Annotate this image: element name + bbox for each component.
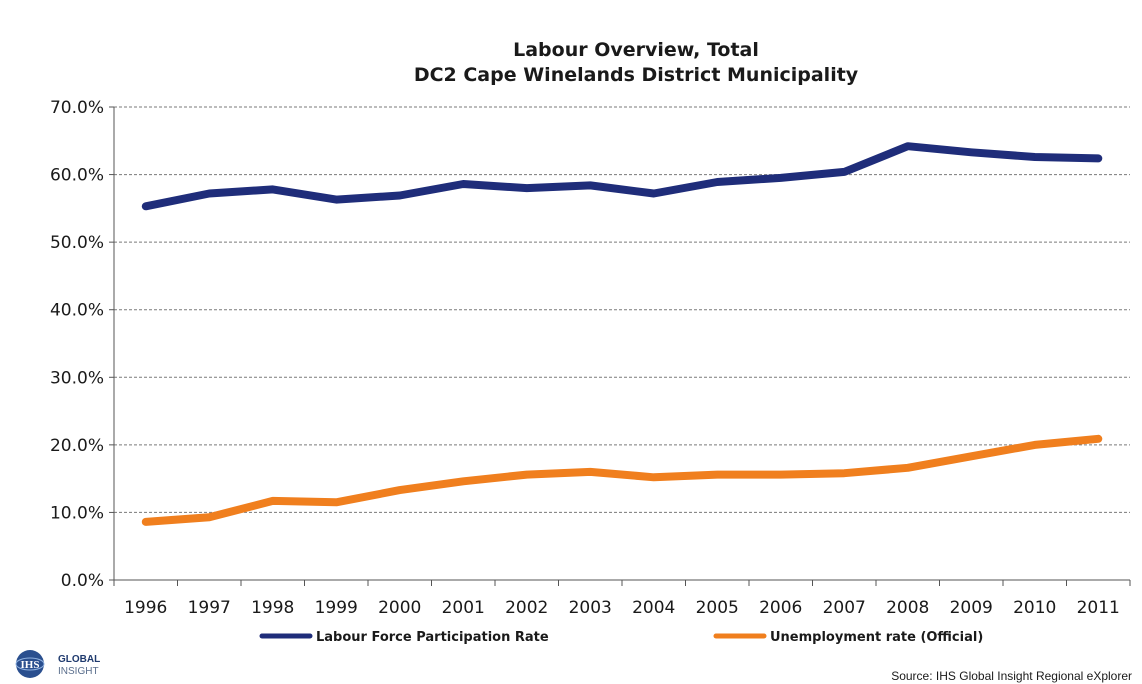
x-tick-label: 1998 [251, 598, 294, 618]
x-tick-label: 2002 [505, 598, 548, 618]
ihs-global-insight-logo: IHS GLOBAL INSIGHT [15, 650, 100, 678]
data-point [716, 474, 718, 476]
data-point [970, 455, 972, 457]
x-tick-label: 2008 [886, 598, 929, 618]
legend-entry-1: Unemployment rate (Official) [713, 630, 983, 645]
data-point [843, 472, 845, 474]
x-tick-label: 2003 [569, 598, 612, 618]
data-point [653, 193, 655, 194]
ihs-mark: IHS [21, 659, 40, 671]
data-point [653, 476, 655, 478]
data-point [589, 471, 591, 473]
y-tick-label: 30.0% [50, 368, 104, 388]
logo-global-text: GLOBAL [58, 654, 100, 665]
y-tick-label: 70.0% [50, 98, 104, 118]
x-axis: 1996 1997 1998 1999 2000 2001 2002 2003 2004 2005… [113, 579, 1131, 618]
x-tick-label: 2011 [1077, 598, 1120, 618]
data-point [1034, 156, 1036, 158]
x-tick-label: 2000 [378, 598, 421, 618]
data-point [462, 183, 464, 185]
legend-label: Labour Force Participation Rate [316, 630, 549, 645]
x-tick-label: 1999 [315, 598, 358, 618]
data-point [780, 177, 782, 179]
data-point [526, 187, 528, 189]
data-point [335, 501, 337, 503]
globe-ring [15, 657, 45, 671]
data-point [1097, 157, 1099, 159]
x-tick-label: 1997 [188, 598, 231, 618]
x-tick-label: 2005 [696, 598, 739, 618]
data-point [399, 489, 401, 491]
data-point [526, 474, 528, 476]
series-lines [141, 142, 1103, 526]
data-point [780, 474, 782, 476]
data-point [272, 188, 274, 190]
gridlines [114, 106, 1130, 513]
x-tick-label: 2004 [632, 598, 675, 618]
y-tick-label: 60.0% [50, 166, 104, 186]
legend-label: Unemployment rate (Official) [770, 630, 983, 645]
data-point [208, 516, 210, 518]
logo-insight-text: INSIGHT [58, 666, 99, 677]
legend-entry-0: Labour Force Participation Rate [259, 630, 549, 645]
data-point [145, 521, 147, 523]
y-tick-label: 10.0% [50, 503, 104, 523]
ihs-globe-icon [16, 650, 44, 678]
data-point [1097, 438, 1099, 440]
y-tick-label: 50.0% [50, 233, 104, 253]
data-point [907, 145, 909, 147]
x-tick-label: 2001 [442, 598, 485, 618]
data-point [1034, 444, 1036, 446]
y-tick-label: 0.0% [61, 571, 104, 591]
legend: Labour Force Participation Rate Unemploym… [259, 630, 983, 645]
x-tick-label: 1996 [124, 598, 167, 618]
data-point [399, 195, 401, 196]
data-point [462, 480, 464, 482]
x-tick-label: 2007 [823, 598, 866, 618]
series-line-0 [141, 142, 1103, 211]
x-tick-label: 2009 [950, 598, 993, 618]
data-point [208, 193, 210, 194]
y-axis: 0.0% 10.0% 20.0% 30.0% 40.0% 50.0% 60.0% 70.0% [50, 98, 115, 591]
y-tick-label: 20.0% [50, 436, 104, 456]
y-tick-label: 40.0% [50, 301, 104, 321]
series-line-1 [141, 434, 1103, 526]
source-note: Source: IHS Global Insight Regional eXpl… [891, 669, 1132, 683]
data-point [272, 500, 274, 502]
x-tick-label: 2010 [1013, 598, 1056, 618]
data-point [843, 171, 845, 173]
chart-title-line-1: Labour Overview, Total [513, 39, 759, 61]
x-tick-label: 2006 [759, 598, 802, 618]
data-point [907, 467, 909, 469]
data-point [589, 184, 591, 186]
data-point [716, 181, 718, 183]
data-point [970, 151, 972, 153]
data-point [335, 199, 337, 201]
chart-title-line-2: DC2 Cape Winelands District Municipality [414, 64, 859, 86]
chart-title: Labour Overview, Total DC2 Cape Wineland… [414, 39, 859, 86]
data-point [145, 205, 147, 207]
